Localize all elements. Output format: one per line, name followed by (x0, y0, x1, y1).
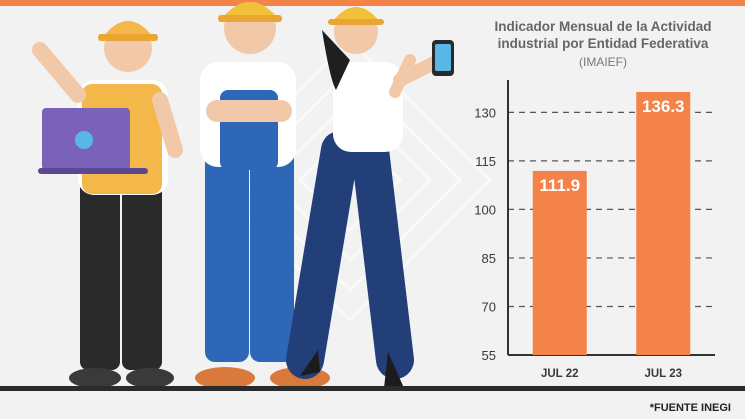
bar-chart: 55 70 85 100 115 130 111.9 JUL 22 136.3 JUL 23 (474, 80, 715, 380)
y-tick-label: 100 (474, 202, 496, 217)
top-accent-stripe (0, 0, 745, 6)
bar (532, 170, 587, 355)
worker-phone-figure (286, 7, 454, 388)
ground-line (0, 386, 745, 391)
data-label: 111.9 (539, 176, 580, 195)
y-tick-label: 55 (482, 348, 496, 363)
y-tick-label: 70 (482, 299, 496, 314)
y-tick-label: 130 (474, 105, 496, 120)
bar (636, 91, 691, 356)
chart-subtitle: (IMAIEF) (579, 55, 627, 69)
data-label: 136.3 (642, 97, 685, 116)
worker-laptop-figure (32, 21, 183, 388)
source-note: *FUENTE INEGI (649, 402, 731, 414)
workers-illustration (32, 2, 454, 389)
y-tick-label: 115 (475, 154, 496, 169)
x-tick-label: JUL 23 (644, 368, 682, 380)
y-tick-label: 85 (482, 251, 496, 266)
chart-title: Indicador Mensual de la Actividad indust… (494, 19, 712, 51)
worker-overalls-figure (195, 2, 330, 389)
x-tick-label: JUL 22 (541, 368, 579, 380)
